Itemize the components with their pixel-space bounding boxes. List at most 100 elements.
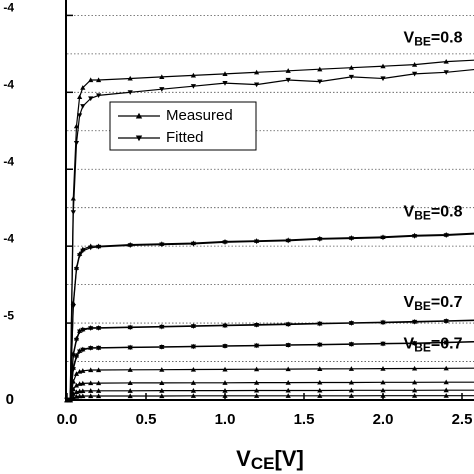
marker xyxy=(80,85,86,90)
marker xyxy=(412,71,418,77)
marker xyxy=(317,379,323,385)
marker xyxy=(380,320,386,326)
marker xyxy=(412,379,418,385)
marker xyxy=(348,65,354,70)
marker xyxy=(222,344,228,349)
marker xyxy=(88,96,94,102)
marker xyxy=(80,248,86,254)
marker xyxy=(70,367,76,372)
curve xyxy=(67,319,474,401)
marker xyxy=(70,353,76,358)
marker xyxy=(380,235,386,241)
marker xyxy=(285,366,291,372)
marker xyxy=(222,380,228,385)
marker xyxy=(317,66,323,72)
marker xyxy=(190,241,196,247)
y-tick-label: -4 xyxy=(3,154,14,168)
marker xyxy=(443,233,449,238)
marker xyxy=(73,337,80,343)
marker xyxy=(159,367,165,372)
marker xyxy=(380,387,386,393)
marker xyxy=(190,388,196,393)
marker xyxy=(348,321,354,326)
marker xyxy=(222,366,228,372)
marker xyxy=(96,367,102,373)
annotation-main: V xyxy=(404,294,415,311)
marker xyxy=(88,346,94,351)
annotation-sub: BE xyxy=(414,341,431,355)
marker xyxy=(285,343,291,348)
marker xyxy=(412,341,418,346)
legend-label: Fitted xyxy=(166,129,204,146)
marker xyxy=(159,393,165,399)
marker xyxy=(159,74,165,80)
marker xyxy=(222,240,228,245)
legend-label: Measured xyxy=(166,107,233,124)
marker xyxy=(190,84,196,89)
marker xyxy=(412,234,418,239)
marker xyxy=(88,326,94,331)
y-tick-label: -4 xyxy=(3,231,14,245)
annotation-tail: =0.7 xyxy=(431,336,463,353)
marker xyxy=(254,82,260,88)
marker xyxy=(80,388,86,394)
marker xyxy=(317,366,323,372)
marker xyxy=(222,393,228,398)
legend-marker xyxy=(135,112,143,119)
legend-box xyxy=(109,101,257,151)
marker xyxy=(254,239,260,245)
marker xyxy=(70,195,76,201)
annotation-main: V xyxy=(404,336,415,353)
marker xyxy=(88,77,94,83)
curve xyxy=(67,232,474,401)
marker xyxy=(73,141,80,146)
annotation-sub: BE xyxy=(414,208,431,222)
marker xyxy=(70,210,76,215)
marker xyxy=(88,367,94,373)
marker xyxy=(159,87,165,92)
marker xyxy=(190,380,196,385)
y-tick-label: 0 xyxy=(6,391,14,408)
marker xyxy=(190,393,196,398)
marker xyxy=(222,323,228,329)
y-tick-label: -5 xyxy=(3,308,14,322)
legend: Measured Fitted xyxy=(109,101,257,151)
marker xyxy=(70,304,76,309)
marker xyxy=(70,386,76,392)
marker xyxy=(222,71,228,76)
marker xyxy=(412,62,418,67)
marker xyxy=(285,393,291,398)
marker xyxy=(285,238,291,244)
marker xyxy=(254,343,260,349)
annotation-main: V xyxy=(404,30,415,47)
y-tick-label: -4 xyxy=(3,77,14,91)
curve xyxy=(67,233,474,401)
marker xyxy=(127,345,133,351)
marker xyxy=(127,90,133,95)
marker xyxy=(70,391,76,396)
marker xyxy=(348,393,354,398)
x-axis-label-sub: CE xyxy=(251,454,275,473)
marker xyxy=(80,368,86,373)
marker xyxy=(285,380,291,385)
curve xyxy=(67,68,474,401)
marker xyxy=(88,245,94,251)
marker xyxy=(127,393,133,399)
x-tick-label: 0.0 xyxy=(57,411,78,428)
annotation-sub: BE xyxy=(414,299,431,313)
marker xyxy=(190,324,196,329)
annotation: VBE=0.7 xyxy=(404,336,463,355)
marker xyxy=(222,81,228,86)
marker xyxy=(80,327,86,333)
marker xyxy=(80,104,86,109)
marker xyxy=(67,397,73,403)
marker xyxy=(77,94,83,100)
marker xyxy=(190,344,196,350)
marker xyxy=(254,380,260,385)
annotation-tail: =0.8 xyxy=(431,30,463,47)
marker xyxy=(96,326,102,331)
marker xyxy=(412,319,418,325)
marker xyxy=(127,243,133,248)
x-axis-label-tail: [V] xyxy=(274,446,303,471)
